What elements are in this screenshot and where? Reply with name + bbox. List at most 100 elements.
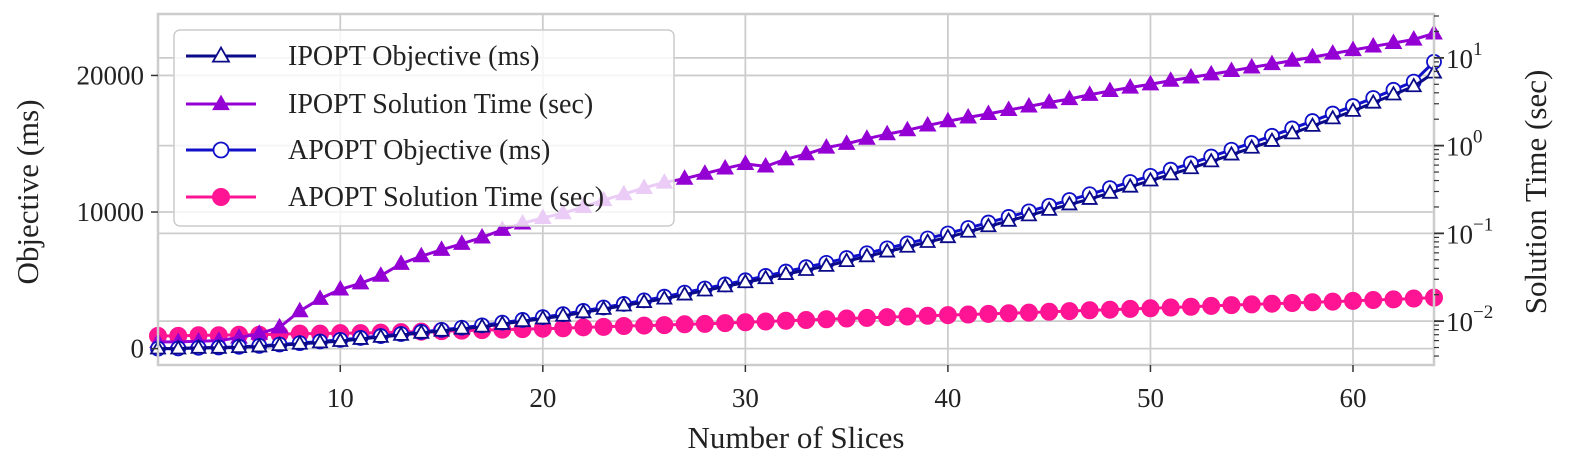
data-point (473, 227, 491, 244)
data-point (291, 334, 309, 350)
tick-base: 10 (1446, 132, 1473, 162)
data-point (473, 317, 491, 333)
data-point (412, 323, 430, 339)
data-point (1080, 85, 1099, 101)
data-point (594, 317, 613, 336)
data-point (554, 306, 572, 322)
data-point (918, 306, 937, 325)
data-point (1202, 296, 1221, 315)
data-point (212, 141, 230, 159)
data-point (1000, 211, 1018, 227)
data-point (756, 156, 775, 173)
data-point (453, 319, 471, 335)
data-point (1364, 37, 1383, 53)
data-point (1081, 189, 1099, 205)
data-point (331, 279, 350, 296)
data-point (1343, 291, 1362, 310)
data-point (777, 265, 795, 280)
data-point (979, 217, 997, 233)
y-right-tick-label: 101 (1446, 39, 1483, 74)
data-point (1242, 57, 1261, 74)
data-point (999, 304, 1018, 323)
data-point (837, 309, 856, 328)
data-point (695, 164, 714, 180)
data-point (514, 312, 532, 328)
data-point (1060, 302, 1079, 321)
data-point (635, 316, 654, 335)
x-tick-label: 40 (934, 383, 961, 413)
data-point (392, 325, 410, 341)
data-point (1121, 299, 1140, 318)
data-point (1141, 74, 1160, 91)
data-point (1060, 195, 1078, 211)
data-point (838, 252, 856, 268)
data-point (1222, 296, 1241, 315)
data-point (1243, 138, 1261, 154)
y-axis-right-title: Solution Time (sec) (1518, 70, 1553, 315)
series-ipopt-objective-ms (149, 63, 1443, 355)
data-point (1344, 40, 1362, 57)
data-point (797, 144, 815, 161)
data-point (614, 316, 633, 335)
data-point (696, 281, 714, 297)
data-point (1303, 47, 1322, 64)
legend-entry: IPOPT Objective (ms) (186, 41, 539, 72)
series-line (158, 31, 1435, 344)
x-axis-title: Number of Slices (688, 420, 905, 455)
data-point (757, 269, 775, 285)
data-point (1303, 293, 1322, 312)
data-point (1283, 124, 1301, 140)
data-point (1101, 81, 1119, 98)
series-line (158, 296, 1435, 338)
x-tick-label: 50 (1137, 383, 1164, 413)
legend-label: APOPT Objective (ms) (288, 135, 550, 166)
data-point (655, 316, 674, 335)
data-point (1161, 71, 1180, 87)
data-point (776, 311, 795, 330)
data-point (1303, 116, 1322, 132)
legend-entry: APOPT Solution Time (sec) (186, 182, 604, 213)
y-axis-left-title: Objective (ms) (10, 99, 45, 284)
data-point (1384, 290, 1403, 309)
data-point (1364, 93, 1382, 109)
plot-frame (156, 12, 1436, 367)
data-point (250, 337, 268, 353)
series-line (158, 71, 1435, 351)
x-tick-label: 10 (327, 383, 354, 413)
data-point (1121, 78, 1140, 94)
data-point (554, 319, 573, 338)
data-point (736, 154, 755, 170)
x-tick-label: 20 (529, 383, 556, 413)
data-point (1283, 293, 1302, 312)
data-point (1283, 51, 1302, 67)
data-point (655, 289, 673, 305)
data-point (1344, 101, 1362, 117)
data-point (938, 306, 957, 325)
data-point (939, 228, 957, 244)
data-point (797, 310, 816, 329)
data-point (736, 313, 755, 332)
data-point (452, 234, 471, 250)
data-point (959, 222, 977, 238)
data-point (433, 321, 451, 337)
legend: IPOPT Objective (ms) IPOPT Solution Time … (173, 29, 675, 227)
data-point (817, 310, 836, 329)
y-right-tick-label: 100 (1446, 127, 1483, 162)
y-left-tick-label: 10000 (77, 197, 145, 227)
data-point (1060, 89, 1079, 106)
x-tick-label: 30 (732, 383, 759, 413)
data-point (797, 260, 815, 276)
y-left-tick-label: 0 (131, 334, 145, 364)
data-point (412, 246, 431, 263)
data-point (351, 329, 370, 345)
data-point (1019, 303, 1038, 322)
data-point (898, 237, 916, 253)
data-point (635, 293, 653, 308)
data-point (675, 315, 694, 334)
data-point (898, 120, 917, 137)
tick-exponent: 0 (1473, 127, 1483, 148)
y-right-tick-label: 10−2 (1446, 302, 1493, 337)
data-point (270, 317, 289, 334)
data-point (716, 277, 734, 293)
